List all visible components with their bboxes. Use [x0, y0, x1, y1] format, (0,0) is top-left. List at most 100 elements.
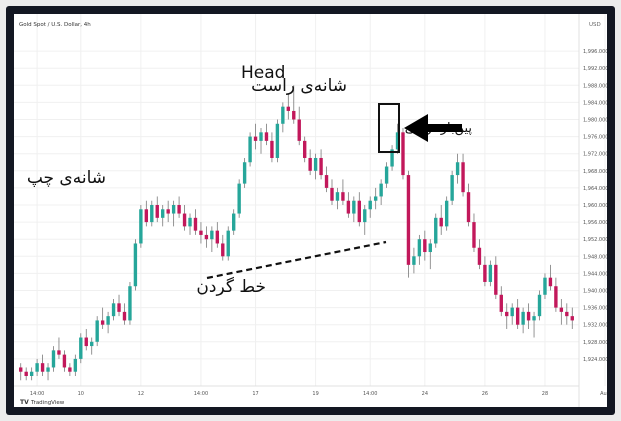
candle-body: [499, 294, 503, 312]
candle-body: [133, 243, 138, 287]
candle-body: [215, 230, 220, 244]
candle-up: [237, 179, 241, 218]
candle-body: [128, 286, 132, 321]
time-tick-label: 17: [252, 391, 258, 397]
currency-label: USD: [589, 22, 601, 28]
price-chart[interactable]: Gold Spot / U.S. Dollar, 4h USD 1,996.00…: [14, 14, 607, 407]
candle-body: [439, 217, 443, 227]
candle-up: [139, 205, 143, 248]
price-tick-label: 1,980.000: [583, 118, 607, 124]
right-shoulder-label: شانه‌ی راست: [251, 76, 347, 96]
candle-body: [237, 183, 241, 214]
candle-body: [270, 140, 274, 158]
candle-up: [171, 200, 176, 227]
candle-up: [29, 367, 34, 381]
head-label: Head: [241, 63, 285, 83]
candle-up: [450, 170, 454, 205]
candle-down: [264, 123, 269, 146]
candle-body: [29, 371, 34, 376]
candle-up: [79, 333, 83, 364]
candle-up: [313, 153, 318, 180]
time-tick-label: Aug: [600, 391, 607, 397]
time-tick-label: 10: [78, 391, 84, 397]
candle-down: [199, 222, 203, 244]
candle-up: [259, 128, 263, 154]
price-tick-label: 1,956.000: [583, 220, 607, 226]
candle-down: [401, 128, 405, 180]
candle-body: [161, 209, 165, 218]
candle-body: [510, 307, 514, 317]
candle-body: [248, 136, 252, 163]
candle-body: [570, 316, 574, 321]
candle-down: [494, 256, 498, 300]
candle-body: [532, 316, 536, 321]
candle-down: [461, 153, 465, 197]
candle-body: [286, 106, 291, 111]
tradingview-name: TradingView: [30, 400, 65, 406]
candle-up: [111, 299, 116, 321]
candle-body: [199, 230, 203, 235]
candle-down: [526, 303, 531, 329]
candle-body: [166, 209, 170, 214]
candle-up: [51, 346, 56, 372]
time-tick-label: 12: [138, 391, 144, 397]
price-tick-label: 1,924.000: [583, 357, 607, 363]
candle-down: [466, 183, 471, 227]
candle-up: [35, 358, 39, 376]
candle-down: [24, 367, 28, 381]
candle-up: [242, 157, 247, 188]
candle-body: [221, 243, 225, 257]
candle-down: [117, 294, 121, 317]
candle-up: [428, 239, 432, 270]
candle-body: [330, 187, 334, 201]
candle-up: [384, 162, 389, 188]
candle-body: [19, 367, 23, 372]
candle-down: [270, 132, 274, 163]
candle-body: [559, 307, 564, 312]
price-tick-label: 1,940.000: [583, 289, 607, 295]
candle-body: [24, 371, 28, 376]
candle-body: [346, 200, 351, 214]
chart-background: [14, 14, 607, 407]
candle-up: [390, 145, 394, 171]
candle-down: [330, 179, 334, 205]
time-tick-label: 14:00: [30, 391, 44, 397]
candle-down: [477, 239, 482, 270]
candle-body: [363, 209, 367, 223]
candle-body: [302, 140, 307, 158]
candle-up: [275, 119, 280, 163]
candle-up: [543, 273, 547, 300]
candle-body: [395, 132, 400, 150]
candle-body: [444, 200, 449, 227]
candle-up: [248, 132, 252, 167]
candle-down: [357, 192, 361, 227]
candle-down: [221, 234, 225, 261]
pinbar-arrow: [404, 114, 462, 142]
candle-body: [117, 303, 121, 312]
candle-down: [177, 196, 181, 218]
candle-body: [150, 205, 154, 223]
candle-body: [428, 243, 432, 253]
candle-body: [281, 106, 285, 124]
candle-up: [521, 307, 525, 334]
tradingview-logo-icon: TV: [20, 399, 29, 406]
candle-down: [193, 209, 198, 235]
candle-down: [215, 222, 220, 248]
candle-body: [417, 239, 422, 257]
candle-body: [40, 363, 45, 372]
price-tick-label: 1,992.000: [583, 66, 607, 72]
candle-body: [472, 222, 476, 248]
candle-down: [308, 149, 312, 176]
candle-body: [565, 311, 569, 317]
left-shoulder-label: شانه‌ی چپ: [27, 168, 106, 188]
candle-down: [100, 307, 105, 329]
candle-body: [373, 196, 378, 201]
candle-body: [275, 123, 280, 158]
candle-body: [100, 320, 105, 325]
time-tick-label: 26: [482, 391, 488, 397]
candle-up: [281, 102, 285, 133]
candle-body: [122, 311, 127, 321]
candle-down: [122, 303, 127, 325]
candle-up: [417, 234, 422, 265]
